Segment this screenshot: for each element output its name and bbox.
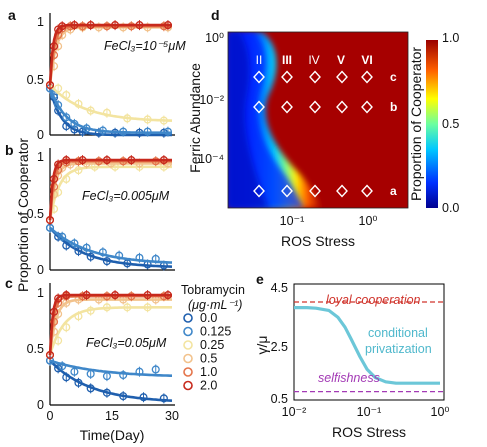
series-line-a-5 — [50, 25, 172, 85]
panel-a-condition: FeCl₃=10⁻⁵μM — [104, 39, 186, 53]
panel-c-ytick-1: 1 — [37, 286, 44, 300]
panel-c-letter: c — [5, 275, 13, 291]
legend-marker-5 — [184, 382, 192, 390]
panel-a: a 1 0.5 0 FeCl₃=10⁻⁵μM — [8, 7, 186, 142]
colorbar: Proportion of Cooperator 1.0 0.5 0.0 — [408, 31, 459, 215]
series-line-c-1 — [50, 361, 172, 376]
region-IV: IV — [308, 53, 319, 67]
panel-b-ytick-0: 0 — [37, 263, 44, 277]
left-xtick-30: 30 — [165, 409, 179, 423]
heatmap-ytick-0: 10⁰ — [205, 31, 224, 45]
legend-label-5: 2.0 — [200, 379, 217, 393]
panel-e-xlabel: ROS Stress — [332, 424, 406, 440]
legend-unit: (μg·mL⁻¹) — [188, 298, 242, 312]
panel-b-ytick-1: 1 — [37, 150, 44, 164]
panel-d: d Ferric Abundance II III IV V VI c b a … — [187, 7, 459, 249]
left-column: Proportion of Cooperator a 1 0.5 0 FeCl₃… — [5, 7, 186, 443]
panel-b-plot — [47, 155, 172, 270]
legend-label-2: 0.25 — [200, 338, 224, 352]
legend-marker-4 — [184, 368, 192, 376]
legend: Tobramycin (μg·mL⁻¹) 0.00.1250.250.51.02… — [181, 283, 245, 393]
region-III: III — [282, 53, 292, 67]
region-II: II — [256, 53, 263, 67]
heatmap-xtick-1: 10⁻¹ — [280, 214, 305, 228]
panel-e-xtick-2: 10⁻² — [282, 405, 307, 419]
row-label-b: b — [390, 100, 397, 114]
panel-e-ytick-05: 0.5 — [271, 392, 288, 406]
panel-a-plot — [47, 20, 172, 138]
panel-c: c 1 0.5 0 FeCl₃=0.05μM — [5, 275, 175, 412]
panel-a-ytick-05: 0.5 — [27, 73, 44, 87]
legend-label-1: 0.125 — [200, 325, 231, 339]
heatmap-ytick-4: 10⁻⁴ — [198, 152, 224, 166]
panel-a-letter: a — [8, 7, 16, 23]
panel-e-ylabel: γ/μ — [254, 336, 270, 355]
legend-marker-2 — [184, 341, 192, 349]
colorbar-label: Proportion of Cooperator — [408, 47, 424, 201]
heatmap-xlabel: ROS Stress — [281, 233, 355, 249]
panel-b-letter: b — [5, 142, 14, 158]
colorbar-tick-1: 1.0 — [442, 31, 459, 45]
panel-c-condition: FeCl₃=0.05μM — [86, 336, 167, 350]
panel-a-ytick-1: 1 — [37, 15, 44, 29]
left-xtick-0: 0 — [47, 409, 54, 423]
region-VI: VI — [361, 53, 372, 67]
series-line-a-4 — [50, 26, 172, 85]
legend-title: Tobramycin — [181, 283, 245, 297]
row-label-a: a — [390, 184, 397, 198]
heatmap-xtick-0: 10⁰ — [359, 214, 378, 228]
region-V: V — [337, 53, 345, 67]
heatmap-ytick-2: 10⁻² — [199, 93, 224, 107]
legend-marker-1 — [184, 328, 192, 336]
panel-c-ytick-0: 0 — [37, 398, 44, 412]
panel-e-letter: e — [256, 271, 264, 287]
panel-b-condition: FeCl₃=0.005μM — [82, 189, 170, 203]
legend-marker-0 — [184, 314, 192, 322]
panel-a-ytick-0: 0 — [37, 128, 44, 142]
legend-label-3: 0.5 — [200, 352, 217, 366]
panel-e-ytick-45: 4.5 — [271, 281, 288, 295]
panel-e-xtick-1: 10⁻¹ — [357, 405, 382, 419]
colorbar-strip — [426, 40, 438, 208]
left-xlabel: Time(Day) — [80, 427, 145, 443]
annot-privatization: privatization — [365, 342, 432, 356]
panel-c-ytick-05: 0.5 — [27, 342, 44, 356]
legend-rows: 0.00.1250.250.51.02.0 — [184, 311, 231, 393]
colorbar-tick-0: 0.0 — [442, 201, 459, 215]
left-xtick-15: 15 — [105, 409, 119, 423]
legend-marker-3 — [184, 355, 192, 363]
panel-e: e γ/μ 4.5 2.5 0.5 loyal cooperation cond… — [254, 271, 449, 440]
annot-selfishness: selfishness — [318, 371, 380, 385]
legend-label-4: 1.0 — [200, 365, 217, 379]
annot-conditional: conditional — [368, 326, 428, 340]
legend-label-0: 0.0 — [200, 311, 217, 325]
series-line-a-3 — [50, 27, 172, 85]
annot-loyal: loyal cooperation — [326, 293, 421, 307]
panel-d-letter: d — [211, 7, 220, 23]
panel-b-ytick-05: 0.5 — [27, 207, 44, 221]
panel-e-xtick-0: 10⁰ — [431, 405, 450, 419]
panel-e-ytick-25: 2.5 — [271, 340, 288, 354]
colorbar-tick-05: 0.5 — [442, 117, 459, 131]
row-label-c: c — [390, 70, 397, 84]
